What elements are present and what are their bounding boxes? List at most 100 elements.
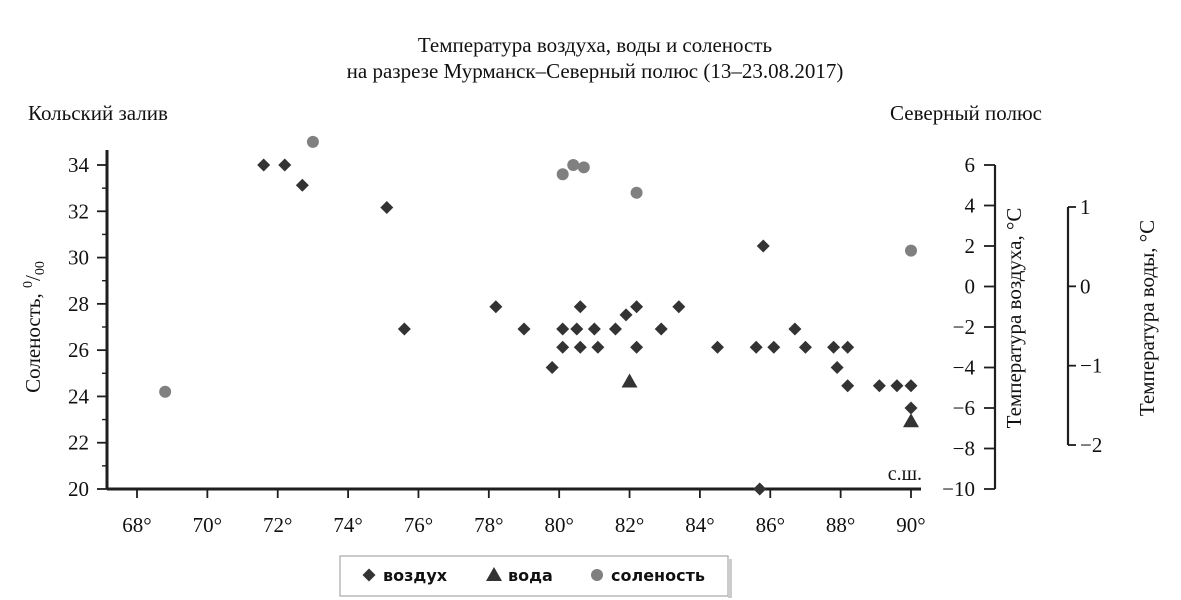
x-tick-label: 72°: [263, 513, 292, 537]
series-вода: [621, 373, 919, 428]
data-point-воздух: [591, 340, 605, 354]
data-point-воздух: [570, 322, 584, 336]
data-point-воздух: [890, 379, 904, 393]
air-tick-label: 4: [965, 194, 976, 218]
salinity-tick-label: 20: [68, 477, 89, 501]
x-tick-label: 80°: [544, 513, 573, 537]
series-соленость: [159, 135, 917, 398]
salinity-axis-title: Соленость, 0/00: [21, 261, 48, 393]
salinity-tick-label: 34: [68, 153, 90, 177]
data-point-воздух: [798, 340, 812, 354]
x-tick-label: 84°: [685, 513, 714, 537]
data-point-воздух: [630, 340, 644, 354]
data-point-воздух: [872, 379, 886, 393]
air-tick-label: 6: [965, 153, 976, 177]
data-point-воздух: [827, 340, 841, 354]
data-point-воздух: [573, 340, 587, 354]
x-tick-label: 82°: [615, 513, 644, 537]
data-point-воздух: [295, 178, 309, 192]
air-tick-label: −4: [953, 356, 976, 380]
data-point-воздух: [380, 201, 394, 215]
data-point-воздух: [257, 158, 271, 172]
legend-shadow: [728, 559, 732, 598]
legend-label: соленость: [611, 566, 705, 585]
x-tick-label: 78°: [474, 513, 503, 537]
data-point-соленость: [556, 168, 569, 181]
x-tick-label: 90°: [896, 513, 925, 537]
data-point-воздух: [753, 482, 767, 496]
x-tick-label: 74°: [333, 513, 362, 537]
data-point-воздух: [756, 239, 770, 253]
data-point-воздух: [654, 322, 668, 336]
data-point-воздух: [517, 322, 531, 336]
data-point-воздух: [904, 401, 918, 415]
plot-marks: [159, 135, 919, 496]
chart-subtitle: на разрезе Мурманск–Северный полюс (13–2…: [347, 59, 844, 83]
salinity-tick-label: 32: [68, 199, 89, 223]
water-tick-label: −1: [1080, 354, 1102, 378]
data-point-воздух: [749, 340, 763, 354]
data-point-соленость: [306, 135, 319, 148]
x-tick-label: 70°: [193, 513, 222, 537]
data-point-воздух: [397, 322, 411, 336]
legend-marker-соленость: [591, 569, 603, 581]
salinity-tick-label: 30: [68, 246, 89, 270]
data-point-соленость: [905, 244, 917, 257]
data-point-воздух: [788, 322, 802, 336]
legend-marker-воздух: [362, 568, 376, 582]
data-point-воздух: [573, 300, 587, 314]
data-point-воздух: [767, 340, 781, 354]
left-corner-label: Кольский залив: [28, 101, 168, 125]
data-point-соленость: [577, 161, 590, 174]
x-tick-label: 68°: [122, 513, 151, 537]
legend-label: воздух: [383, 566, 448, 585]
data-point-воздух: [711, 340, 724, 354]
data-point-воздух: [278, 158, 292, 172]
data-point-воздух: [556, 340, 570, 354]
legend: воздух вода соленость: [339, 555, 732, 598]
legend-marker-вода: [486, 567, 502, 581]
data-point-воздух: [587, 322, 601, 336]
data-point-воздух: [545, 361, 559, 374]
salinity-tick-label: 22: [68, 431, 89, 455]
data-point-вода: [621, 373, 638, 388]
x-tick-label: 76°: [404, 513, 433, 537]
water-tick-label: 1: [1080, 195, 1091, 219]
air-tick-label: 2: [965, 234, 976, 258]
legend-label: вода: [508, 566, 553, 585]
right-corner-label: Северный полюс: [890, 101, 1042, 125]
data-point-соленость: [630, 186, 643, 199]
air-tick-label: −6: [953, 396, 975, 420]
data-point-воздух: [489, 300, 503, 314]
data-point-воздух: [830, 361, 844, 374]
salinity-tick-label: 28: [68, 292, 89, 316]
air-axis-title: Температура воздуха, °С: [1002, 208, 1026, 429]
series-воздух: [257, 158, 918, 496]
data-point-соленость: [159, 385, 172, 398]
data-point-воздух: [841, 379, 855, 393]
chart-title: Температура воздуха, воды и соленость: [418, 33, 772, 57]
salinity-tick-label: 24: [68, 384, 90, 408]
water-axis-title: Температура воды, °С: [1135, 220, 1159, 416]
data-point-воздух: [841, 340, 855, 354]
air-tick-label: −8: [953, 437, 975, 461]
data-point-вода: [903, 413, 919, 428]
air-tick-label: −2: [953, 315, 975, 339]
water-tick-label: −2: [1080, 433, 1102, 457]
data-point-воздух: [630, 300, 644, 314]
x-tick-label: 86°: [756, 513, 785, 537]
axes: 68° 70° 72° 74° 76° 78° 80° 82° 84° 86° 88° 90°2022…: [21, 150, 1159, 537]
data-point-воздух: [556, 322, 570, 336]
air-tick-label: 0: [965, 275, 976, 299]
data-point-воздух: [619, 308, 633, 322]
data-point-соленость: [567, 159, 580, 171]
salinity-tick-label: 26: [68, 338, 89, 362]
data-point-воздух: [608, 322, 622, 336]
x-unit-label: с.ш.: [888, 463, 922, 485]
air-tick-label: −10: [942, 477, 975, 501]
data-point-воздух: [904, 379, 918, 393]
data-point-воздух: [672, 300, 686, 314]
water-tick-label: 0: [1080, 274, 1091, 298]
x-tick-label: 88°: [826, 513, 855, 537]
